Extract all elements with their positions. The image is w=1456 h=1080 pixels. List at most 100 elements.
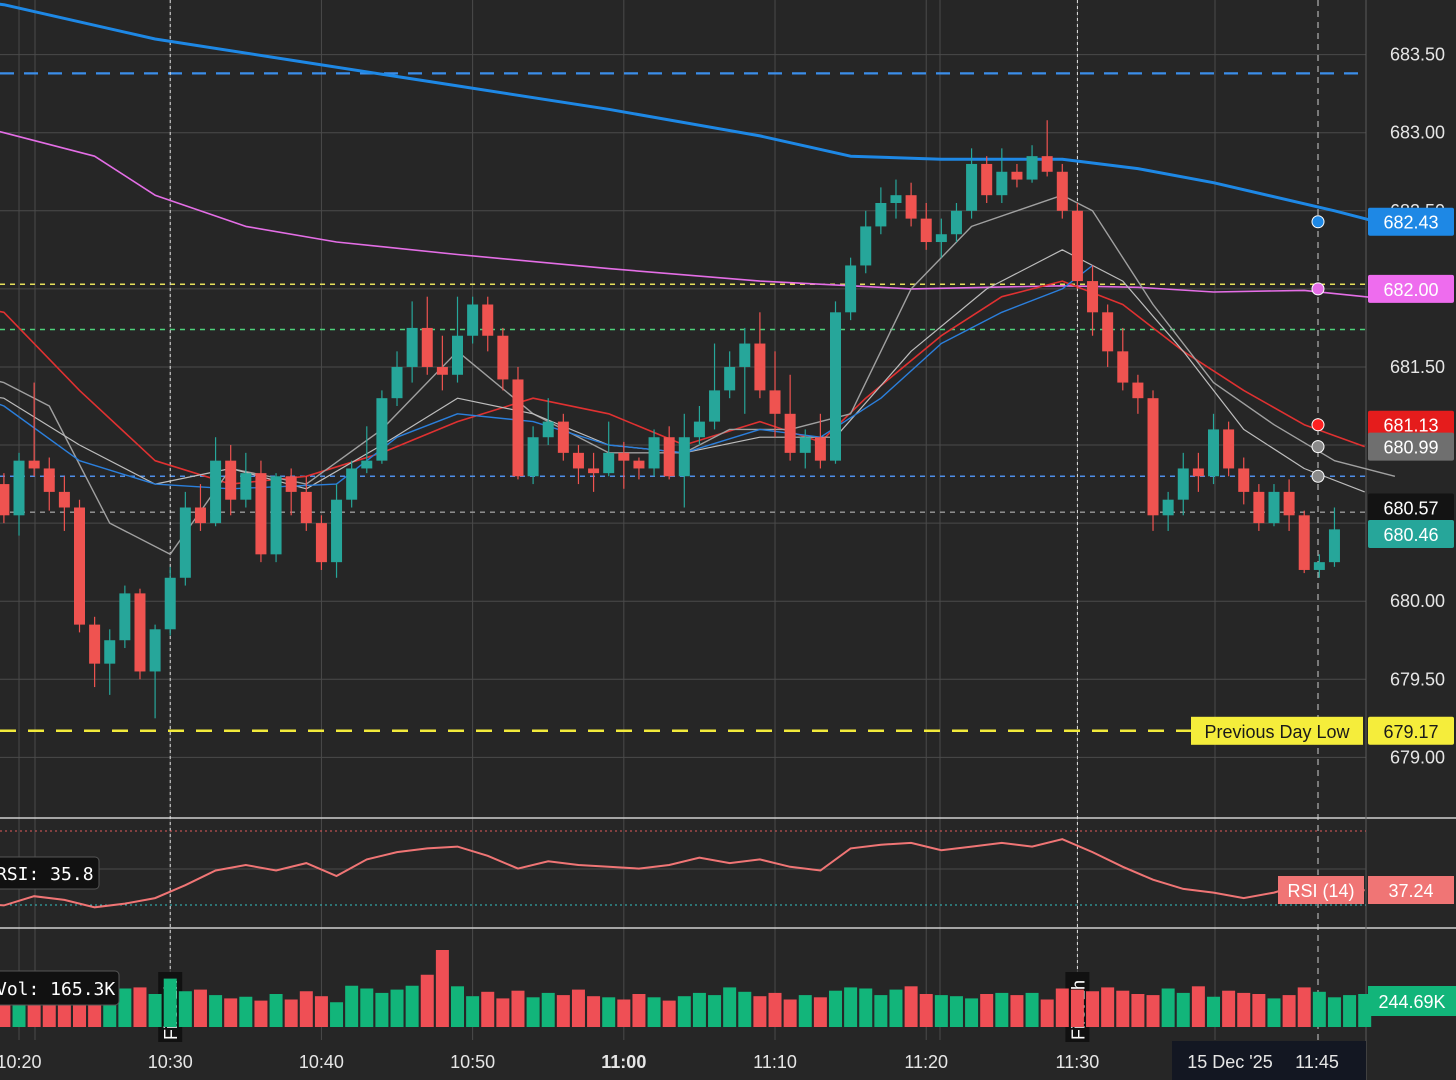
rsi-name-tag [1278,876,1364,904]
candle [104,629,116,695]
rsi-value-label: RSI: 35.8 [0,864,94,885]
price-tag-label: 682.00 [1383,280,1438,300]
volume-bar [632,994,646,1027]
candle [391,351,403,406]
volume-bar [859,988,873,1027]
candle-body [950,210,962,235]
crosshair-markers [1311,215,1325,483]
candle [935,218,947,258]
candle [361,426,373,474]
candle-body [724,366,736,391]
volume-bar [360,988,374,1027]
candlesticks[interactable] [0,120,1340,719]
candle-body [1177,468,1189,500]
volume-bar [133,987,147,1027]
volume-bar [1312,991,1326,1027]
candle [905,182,917,227]
candle-body [542,421,554,438]
volume-label: Vol: 165.3K [0,979,115,1000]
candle [300,476,312,531]
volume-bar [647,997,661,1027]
candle [1102,304,1114,367]
candle-body [149,629,161,672]
candle [966,148,978,219]
volume-bar [193,989,207,1027]
candle-body [1056,171,1068,211]
candle-body [1238,468,1250,492]
candle [875,187,887,235]
time-tick-label: 11:00 [601,1052,646,1072]
blue-ma-line [0,2,1396,228]
volume-bar [224,998,238,1027]
volume-bar [1237,992,1251,1027]
volume-value-box: Vol: 165.3K [0,970,120,1006]
magenta-ma-line [0,130,1395,301]
price-tag [1368,432,1454,461]
candle [890,179,902,219]
candle-body [194,507,206,524]
volume-bar [844,987,858,1027]
candle-body [663,437,675,477]
candle-body [28,460,40,469]
volume-pane[interactable]: Vol: 165.3K 244.69K [0,950,1456,1027]
crosshair-date: 15 Dec '25 [1187,1052,1273,1072]
volume-bar [1131,994,1145,1027]
candle-body [482,304,494,336]
candle [1177,452,1189,516]
candle-body [875,203,887,227]
volume-bar [1191,986,1205,1027]
candle-body [799,437,811,453]
candle-body [58,491,70,508]
candle-body [996,171,1008,196]
price-tag-label: 679.17 [1383,722,1438,742]
candle [1162,491,1174,531]
volume-bar [299,991,313,1027]
rsi-line [0,838,1365,909]
candle-body [678,437,690,477]
candle [240,452,252,508]
candle [1041,120,1053,177]
candle-body [240,473,252,500]
time-axis[interactable]: 10:20 10:30 10:40 10:50 11:00 11:10 11:20 11:30… [0,1041,1366,1080]
price-tag-label: 680.46 [1383,525,1438,545]
candle [164,566,176,636]
volume-bar [178,991,192,1027]
volume-bar [587,996,601,1027]
price-tick-label: 681.50 [1390,357,1445,377]
volume-bar [783,999,797,1027]
candle-body [618,452,630,461]
crosshair-dot [1311,469,1325,483]
candle-body [1147,398,1159,516]
candle [1117,327,1129,391]
candle-body [255,473,267,555]
price-tag [1368,493,1454,522]
candle-body [1268,491,1280,524]
volume-bar [118,988,132,1027]
volume-bar [980,994,994,1027]
volume-bar [662,1000,676,1027]
candle [497,327,509,391]
candle-body [1071,210,1083,282]
candle-body [1298,515,1310,570]
candle-body [285,476,297,492]
candle [406,301,418,383]
candle-body [769,390,781,414]
volume-bar [148,994,162,1027]
volume-bar [602,997,616,1027]
candle [315,515,327,570]
candle-body [1011,171,1023,180]
volume-bar [1025,992,1039,1027]
candle [421,296,433,375]
price-tick-label: 683.50 [1390,45,1445,65]
rsi-pane[interactable]: RSI: 35.8 RSI (14) 37.24 [0,830,1454,909]
candle [648,429,660,477]
volume-bar [314,996,328,1027]
candle-body [467,304,479,336]
candle-body [920,218,932,243]
crosshair-time: 11:45 [1295,1052,1339,1072]
candle-body [391,366,403,399]
volume-bar [874,995,888,1027]
candle [452,296,463,383]
